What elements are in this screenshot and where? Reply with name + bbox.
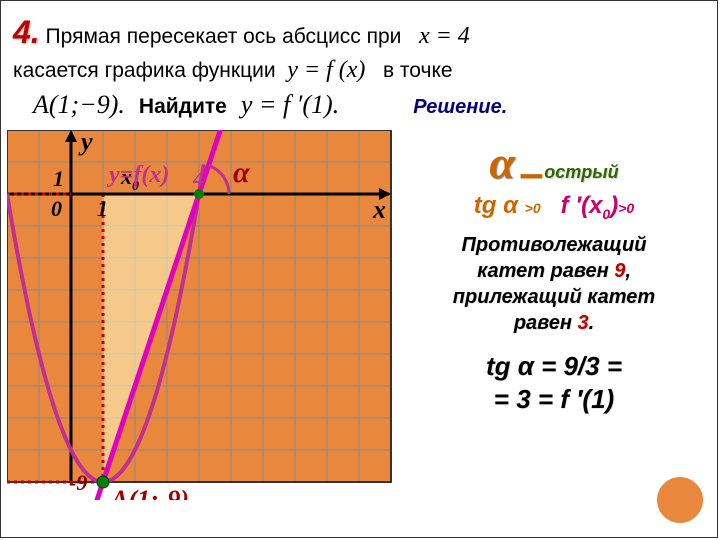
math-point-A: A(1;−9). xyxy=(33,87,125,122)
svg-text:1: 1 xyxy=(53,166,64,191)
gt-zero-1: >0 xyxy=(525,200,541,216)
math-x-eq-4: x = 4 xyxy=(419,23,470,49)
gt-zero-2: >0 xyxy=(618,200,634,216)
explanation-text: Противолежащийкатет равен 9,прилежащий к… xyxy=(407,232,701,336)
math-derivative: y = f ′(1). xyxy=(241,87,339,122)
svg-text:y=f(x): y=f(x) xyxy=(106,162,169,188)
result-text: tg α = 9/3 == 3 = f ′(1) xyxy=(407,350,701,415)
alpha-symbol: α xyxy=(489,137,514,188)
svg-text:α: α xyxy=(233,156,250,189)
svg-text:A(1;-9): A(1;-9) xyxy=(109,485,189,500)
svg-text:1: 1 xyxy=(97,196,108,221)
problem-header: 4. Прямая пересекает ось абсцисс при x =… xyxy=(1,1,717,122)
graph-panel: y101x04xy=f(x)α-9A(1;-9) xyxy=(7,130,397,500)
acute-label: острый xyxy=(544,162,618,182)
svg-text:y: y xyxy=(78,130,93,156)
decorative-circle-icon xyxy=(657,477,703,523)
header-text-2: касается графика функции xyxy=(13,59,276,82)
tg-alpha: tg α xyxy=(474,192,518,219)
svg-text:4: 4 xyxy=(192,166,204,191)
svg-text:x: x xyxy=(372,195,386,224)
tg-sign-line: tg α >0 f ′(x0)>0 xyxy=(407,192,701,222)
svg-text:-9: -9 xyxy=(69,470,87,495)
alpha-acute-line: α – острый xyxy=(407,136,701,199)
problem-number: 4. xyxy=(13,14,40,50)
math-y-eq-fx: y = f (x) xyxy=(287,57,365,83)
graph-svg: y101x04xy=f(x)α-9A(1;-9) xyxy=(7,130,397,500)
header-text-1: Прямая пересекает ось абсцисс при xyxy=(46,25,402,48)
solution-label: Решение. xyxy=(413,94,507,121)
svg-text:0: 0 xyxy=(51,196,62,221)
fprime-label: f ′(x0) xyxy=(561,192,619,219)
solution-column: α – острый tg α >0 f ′(x0)>0 Противолежа… xyxy=(397,130,711,416)
find-label: Найдите xyxy=(139,93,227,121)
dash-symbol: – xyxy=(519,148,539,197)
header-text-3: в точке xyxy=(383,59,453,82)
